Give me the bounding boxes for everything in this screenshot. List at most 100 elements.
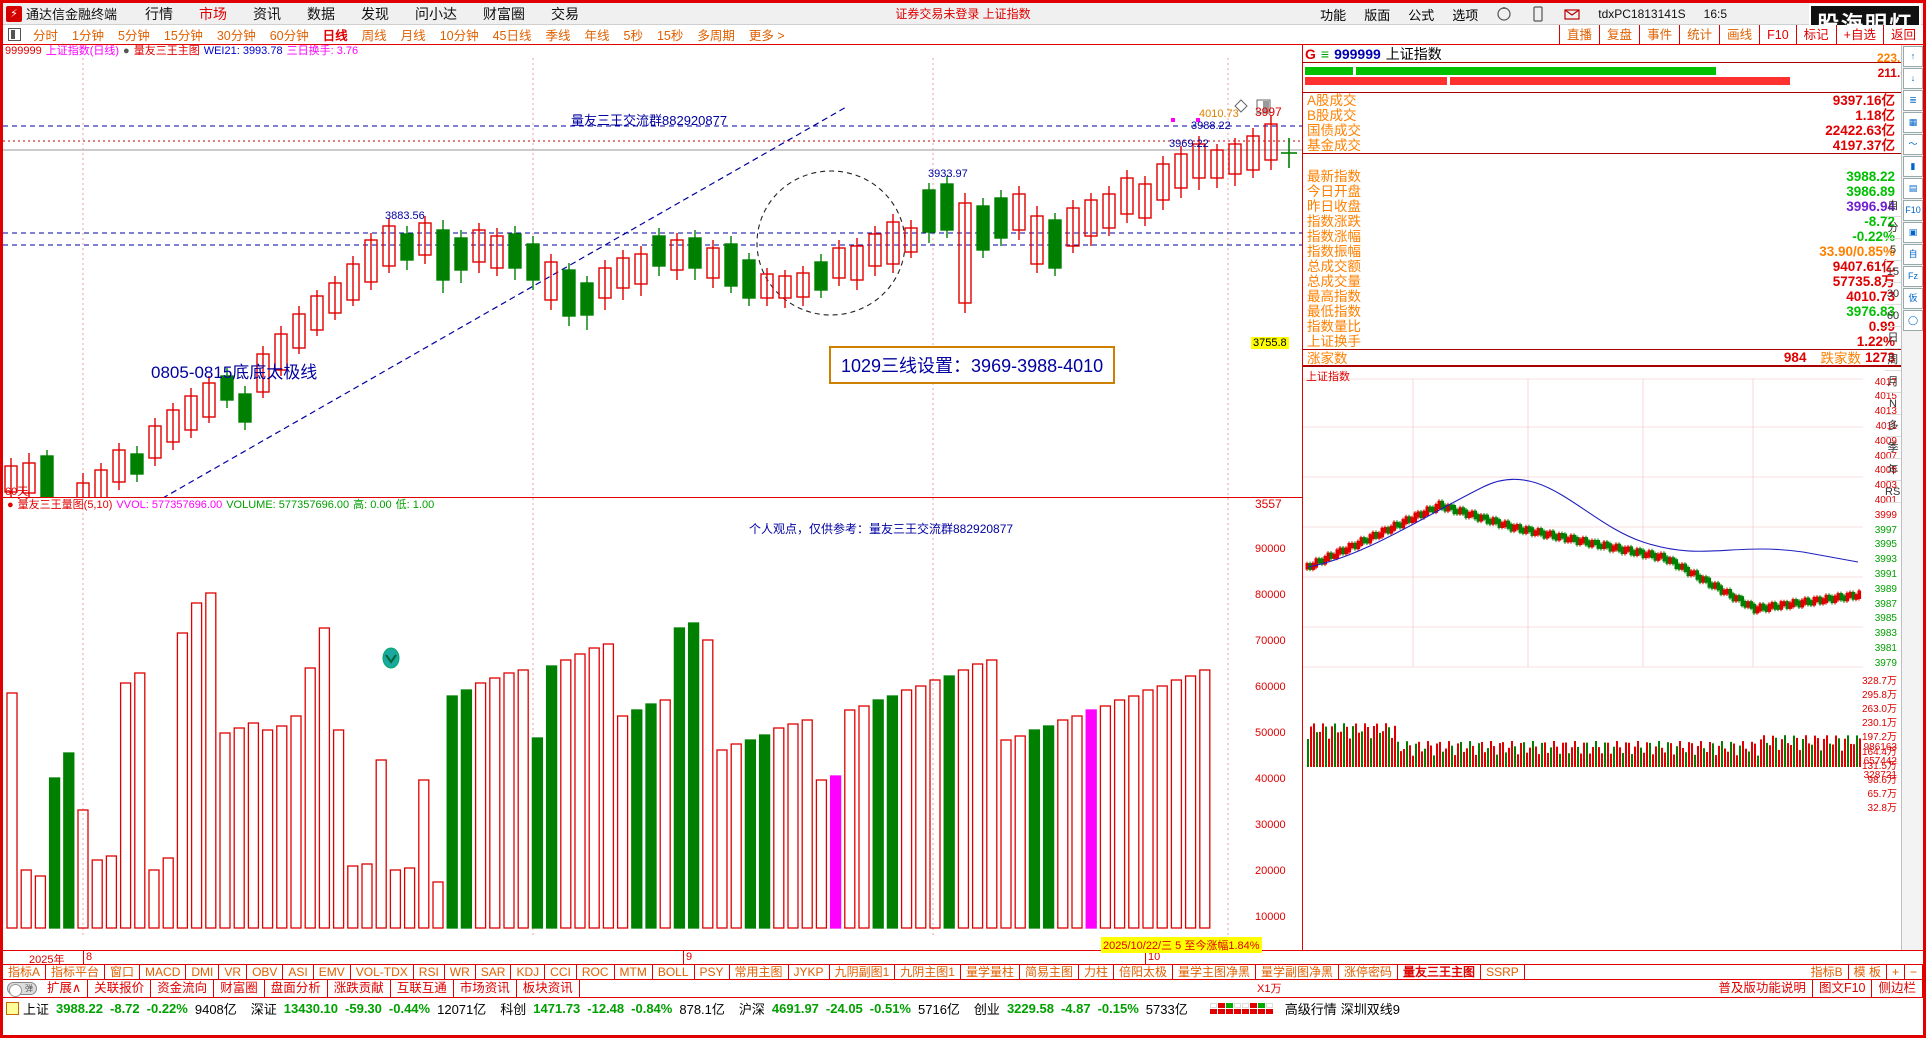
indicator-item-20[interactable]: JYKP: [789, 965, 830, 979]
indicator-item-5[interactable]: VR: [219, 965, 248, 979]
indicator-item-9[interactable]: VOL-TDX: [351, 965, 414, 979]
function-item-3[interactable]: 财富圈: [214, 980, 265, 997]
menu-item-0[interactable]: 行情: [145, 5, 174, 22]
function-item-4[interactable]: 盘面分析: [265, 980, 328, 997]
indicator-item-2[interactable]: 窗口: [105, 965, 141, 979]
indicator-item-1[interactable]: 指标平台: [46, 965, 106, 979]
period-item-4[interactable]: 30分钟: [216, 29, 256, 43]
period-button-0[interactable]: 直播: [1559, 25, 1599, 45]
indicator-right-1[interactable]: 模 板: [1849, 965, 1887, 979]
indicator-plus-button[interactable]: +: [1887, 965, 1905, 979]
indicator-item-23[interactable]: 量学量柱: [961, 965, 1020, 979]
indicator-item-18[interactable]: PSY: [695, 965, 730, 979]
period-item-0[interactable]: 分时: [33, 29, 59, 43]
side-period-多[interactable]: 多: [1885, 415, 1901, 437]
status-index-深证[interactable]: 深证 13430.10 -59.30 -0.44% 12071亿: [251, 999, 486, 1018]
indicator-item-0[interactable]: 指标A: [3, 965, 47, 979]
indicator-minus-button[interactable]: −: [1905, 965, 1923, 979]
indicator-item-29[interactable]: 涨停密码: [1339, 965, 1399, 979]
indicator-item-24[interactable]: 简易主图: [1020, 965, 1079, 979]
mini-intraday-chart[interactable]: 上证指数: [1303, 365, 1923, 814]
indicator-item-21[interactable]: 九阴副图1: [830, 965, 896, 979]
side-period-5[interactable]: 5: [1885, 239, 1901, 261]
side-period-N[interactable]: N: [1885, 393, 1901, 415]
menu-item-3[interactable]: 数据: [307, 5, 336, 22]
price-pane[interactable]: 60天 量友三王交流群882920877 3883.56 3933.97 398…: [3, 58, 1302, 498]
side-period-年[interactable]: 年: [1885, 459, 1901, 481]
indicator-item-26[interactable]: 倍阳太极: [1114, 965, 1173, 979]
indicator-item-3[interactable]: MACD: [140, 965, 187, 979]
indicator-item-11[interactable]: WR: [445, 965, 476, 979]
period-item-11[interactable]: 季线: [545, 29, 571, 43]
calc-icon[interactable]: ▣: [1903, 222, 1923, 243]
period-item-8[interactable]: 月线: [400, 29, 426, 43]
period-item-14[interactable]: 15秒: [656, 29, 684, 43]
function-item-2[interactable]: 资金流向: [151, 980, 215, 997]
status-index-科创[interactable]: 科创 1471.73 -12.48 -0.84% 878.1亿: [500, 999, 725, 1018]
side-period-15[interactable]: 15: [1885, 261, 1901, 283]
table-icon[interactable]: ▤: [1903, 178, 1923, 199]
refresh-icon[interactable]: [1496, 6, 1512, 22]
indicator-item-30[interactable]: 量友三王主图: [1398, 965, 1482, 979]
period-item-3[interactable]: 15分钟: [163, 29, 203, 43]
indicator-item-6[interactable]: OBV: [247, 965, 284, 979]
indicator-item-15[interactable]: ROC: [577, 965, 615, 979]
period-button-2[interactable]: 事件: [1639, 25, 1679, 45]
status-index-创业[interactable]: 创业 3229.58 -4.87 -0.15% 5733亿: [974, 999, 1188, 1018]
period-item-6[interactable]: 日线: [322, 29, 348, 43]
arrow-up-icon[interactable]: ↑: [1903, 46, 1923, 67]
menu-item-2[interactable]: 资讯: [253, 5, 282, 22]
list-icon[interactable]: ≣: [1903, 90, 1923, 111]
period-button-8[interactable]: 返回: [1882, 25, 1923, 45]
phone-icon[interactable]: [1530, 6, 1546, 22]
side-period-60[interactable]: 60: [1885, 305, 1901, 327]
indicator-item-7[interactable]: ASI: [283, 965, 314, 979]
menu-options[interactable]: 选项: [1452, 7, 1479, 23]
side-period-季[interactable]: 季: [1885, 437, 1901, 459]
period-button-4[interactable]: 画线: [1719, 25, 1759, 45]
indicator-right-0[interactable]: 指标B: [1806, 965, 1849, 979]
period-item-7[interactable]: 周线: [361, 29, 387, 43]
circle-icon[interactable]: ◯: [1903, 310, 1923, 331]
mail-icon[interactable]: [1564, 6, 1580, 22]
menu-item-6[interactable]: 财富圈: [483, 5, 526, 22]
side-period-30[interactable]: 30: [1885, 283, 1901, 305]
indicator-item-8[interactable]: EMV: [314, 965, 351, 979]
function-right-2[interactable]: 侧边栏: [1872, 980, 1923, 997]
menu-layout[interactable]: 版面: [1364, 7, 1391, 23]
indicator-item-13[interactable]: KDJ: [511, 965, 546, 979]
menu-formula[interactable]: 公式: [1408, 7, 1435, 23]
side-period-周[interactable]: 周: [1885, 349, 1901, 371]
side-period-自[interactable]: 自: [1885, 195, 1901, 217]
function-item-8[interactable]: 板块资讯: [517, 980, 580, 997]
indicator-item-22[interactable]: 九阴主图1: [895, 965, 961, 979]
period-item-16[interactable]: 更多 >: [748, 29, 785, 43]
line-icon[interactable]: 〜: [1903, 134, 1923, 155]
indicator-item-10[interactable]: RSI: [414, 965, 445, 979]
auto-icon[interactable]: 自: [1903, 244, 1923, 265]
popup-toggle[interactable]: 弹: [7, 982, 37, 997]
menu-item-1[interactable]: 市场: [199, 5, 228, 22]
menu-item-4[interactable]: 发现: [361, 5, 390, 22]
menu-item-7[interactable]: 交易: [551, 5, 580, 22]
period-button-6[interactable]: 标记: [1795, 25, 1836, 45]
period-button-5[interactable]: F10: [1759, 25, 1796, 45]
period-item-2[interactable]: 5分钟: [117, 29, 150, 43]
period-item-1[interactable]: 1分钟: [72, 29, 104, 43]
indicator-item-31[interactable]: SSRP: [1481, 965, 1525, 979]
period-button-7[interactable]: +自选: [1835, 25, 1883, 45]
indicator-item-12[interactable]: SAR: [476, 965, 512, 979]
arrow-down-icon[interactable]: ↓: [1903, 68, 1923, 89]
indicator-item-14[interactable]: CCI: [545, 965, 577, 979]
advanced-quote-label[interactable]: 高级行情: [1284, 1001, 1337, 1017]
indicator-item-19[interactable]: 常用主图: [730, 965, 789, 979]
period-item-5[interactable]: 60分钟: [269, 29, 309, 43]
indicator-item-27[interactable]: 量学主图净黑: [1173, 965, 1257, 979]
indicator-item-4[interactable]: DMI: [186, 965, 220, 979]
menu-function[interactable]: 功能: [1320, 7, 1347, 23]
menu-item-5[interactable]: 问小达: [415, 5, 458, 22]
grid-icon[interactable]: ▦: [1903, 112, 1923, 133]
indicator-item-28[interactable]: 量学副图净黑: [1256, 965, 1340, 979]
function-item-7[interactable]: 市场资讯: [454, 980, 517, 997]
status-index-沪深[interactable]: 沪深 4691.97 -24.05 -0.51% 5716亿: [739, 999, 960, 1018]
